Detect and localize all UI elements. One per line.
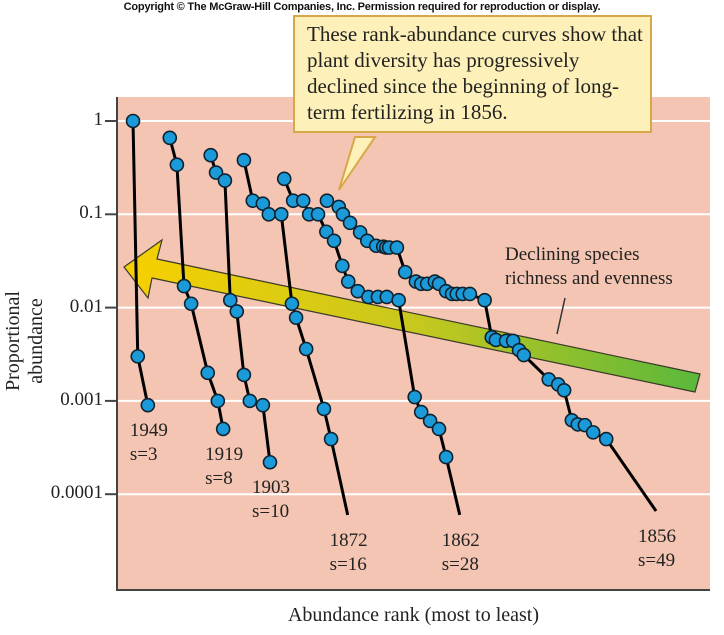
y-tick-label: 0.001 xyxy=(60,388,103,410)
data-point xyxy=(183,296,199,312)
data-point xyxy=(391,292,406,308)
data-point xyxy=(310,207,326,222)
data-point xyxy=(319,224,334,240)
curve-richness: s=16 xyxy=(329,553,367,575)
curve-label-1872: 1872 s=16 xyxy=(330,529,368,577)
curve-richness: s=28 xyxy=(441,553,479,575)
curve-year: 1903 xyxy=(251,477,290,499)
annotation-leader-line xyxy=(556,297,566,335)
data-point xyxy=(200,365,216,381)
data-point xyxy=(342,215,358,231)
data-point xyxy=(262,454,278,470)
data-point xyxy=(236,152,252,168)
series-1903 xyxy=(203,147,278,470)
data-point xyxy=(284,296,300,312)
data-point xyxy=(477,292,492,308)
curve-year: 1949 xyxy=(129,420,168,442)
data-point xyxy=(255,397,271,413)
data-point xyxy=(222,292,238,308)
x-axis-title: Abundance rank (most to least) xyxy=(287,604,540,626)
data-point xyxy=(217,173,233,188)
data-point xyxy=(598,431,614,447)
series-1919 xyxy=(162,130,231,437)
data-point xyxy=(236,367,252,383)
data-point xyxy=(335,258,350,274)
data-point xyxy=(276,171,292,187)
curve-year: 1919 xyxy=(205,443,244,465)
data-point xyxy=(125,113,141,129)
data-point xyxy=(215,421,231,437)
y-tick-label: 0.0001 xyxy=(50,482,103,504)
data-point xyxy=(556,382,572,398)
data-point xyxy=(379,289,395,305)
data-point xyxy=(389,240,405,255)
curve-year: 1872 xyxy=(329,529,368,551)
curve-label-1862: 1862 s=28 xyxy=(442,529,480,577)
curve-richness: s=10 xyxy=(251,501,290,523)
data-point xyxy=(323,431,339,447)
data-point xyxy=(229,304,245,319)
plot-background xyxy=(117,97,710,590)
data-point xyxy=(316,401,332,417)
series-1856 xyxy=(319,193,658,512)
data-point xyxy=(130,349,146,364)
data-point xyxy=(288,310,304,325)
data-point xyxy=(298,341,314,357)
declining-trend-arrow xyxy=(123,238,701,393)
data-point xyxy=(438,449,454,465)
data-point xyxy=(295,193,311,208)
data-point xyxy=(208,165,224,180)
curve-richness: s=8 xyxy=(205,467,233,489)
data-point xyxy=(413,404,429,420)
y-tick-label: 1 xyxy=(93,109,104,130)
callout-box: These rank-abundance curves show that pl… xyxy=(293,15,652,133)
series-1872 xyxy=(236,152,350,516)
data-point xyxy=(176,278,192,294)
curve-year: 1862 xyxy=(441,529,480,551)
curve-label-1856: 1856 s=49 xyxy=(638,525,676,573)
data-point xyxy=(431,421,447,437)
data-point xyxy=(397,264,413,280)
data-point xyxy=(462,286,478,302)
data-point xyxy=(422,413,438,429)
y-tick-label: 0.01 xyxy=(69,295,103,317)
data-point xyxy=(210,393,226,409)
curve-year: 1856 xyxy=(638,526,677,548)
curve-label-1919: 1919 s=8 xyxy=(205,443,243,491)
copyright-notice: Copyright © The McGraw-Hill Companies, I… xyxy=(123,1,601,13)
data-point xyxy=(203,147,218,163)
data-point xyxy=(261,207,277,222)
y-tick-label: 0.1 xyxy=(79,202,103,224)
data-point xyxy=(326,233,342,249)
data-point xyxy=(242,393,258,409)
data-point xyxy=(319,193,335,208)
curve-label-1949: 1949 s=3 xyxy=(130,419,168,467)
curve-richness: s=49 xyxy=(638,550,676,572)
curve-label-1903: 1903 s=10 xyxy=(252,476,290,524)
series-1862 xyxy=(276,171,462,516)
data-point xyxy=(340,274,356,289)
trend-annotation: Declining species richness and evenness xyxy=(505,244,673,289)
data-point xyxy=(140,397,156,413)
series-1949 xyxy=(125,113,156,413)
data-point xyxy=(516,347,532,363)
data-point xyxy=(585,425,601,440)
data-point xyxy=(169,157,185,173)
curve-richness: s=3 xyxy=(129,444,158,466)
data-point xyxy=(407,389,422,405)
data-point xyxy=(162,130,178,146)
data-point xyxy=(273,207,289,222)
callout-pointer xyxy=(338,136,377,191)
